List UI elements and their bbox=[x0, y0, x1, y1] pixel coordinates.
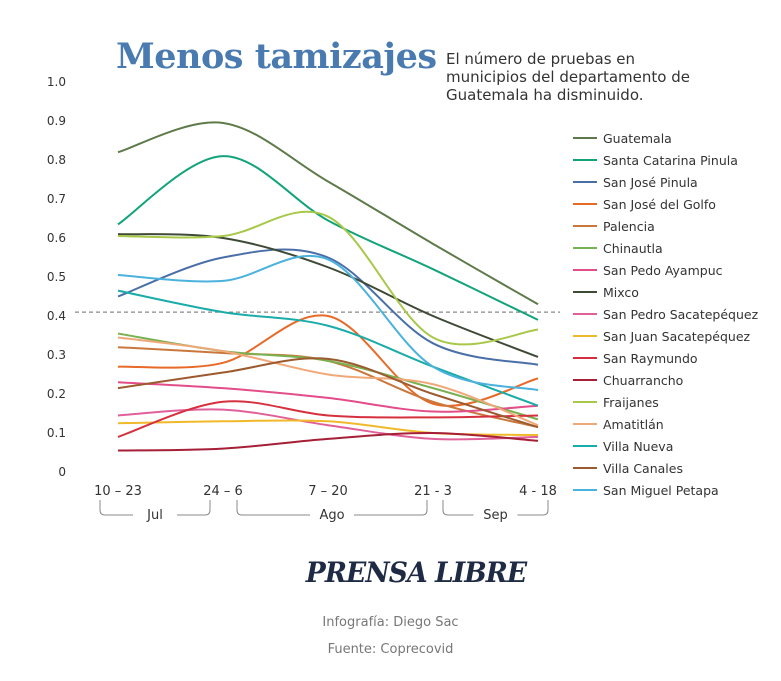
month-label: Ago bbox=[319, 508, 344, 523]
legend-swatch bbox=[573, 423, 597, 425]
legend-swatch bbox=[573, 467, 597, 469]
legend-swatch bbox=[573, 247, 597, 249]
month-label: Jul bbox=[146, 508, 163, 523]
series-line-mixco bbox=[117, 233, 539, 358]
legend-label: Palencia bbox=[603, 218, 655, 234]
legend-item: San José Pinula bbox=[573, 171, 758, 193]
legend-item: Chuarrancho bbox=[573, 369, 758, 391]
legend-label: San Pedro Sacatepéquez bbox=[603, 306, 759, 322]
legend-item: Fraijanes bbox=[573, 391, 758, 413]
x-tick-label: 21 - 3 bbox=[414, 484, 452, 499]
series-line-santa-catarina-pinula bbox=[117, 155, 539, 321]
series-line-san-jos-del-golfo bbox=[117, 314, 539, 407]
series-line-villa-canales bbox=[117, 357, 539, 429]
legend-item: Santa Catarina Pinula bbox=[573, 149, 758, 171]
x-tick-label: 10 – 23 bbox=[94, 484, 142, 499]
legend-label: Villa Canales bbox=[603, 460, 683, 476]
legend-swatch bbox=[573, 489, 597, 491]
month-label: Sep bbox=[483, 508, 508, 523]
legend-item: Villa Canales bbox=[573, 457, 758, 479]
series-line-villa-nueva bbox=[117, 289, 539, 407]
legend-swatch bbox=[573, 357, 597, 359]
y-tick-label: 0.7 bbox=[47, 192, 66, 206]
chart-subtitle: El número de pruebas en municipios del d… bbox=[446, 50, 690, 104]
legend-swatch bbox=[573, 181, 597, 183]
series-line-san-miguel-petapa bbox=[117, 254, 539, 392]
legend-label: Guatemala bbox=[603, 130, 672, 146]
legend-label: Santa Catarina Pinula bbox=[603, 152, 738, 168]
legend-item: Palencia bbox=[573, 215, 758, 237]
y-tick-label: 0.4 bbox=[47, 309, 66, 323]
legend-swatch bbox=[573, 225, 597, 227]
legend-swatch bbox=[573, 379, 597, 381]
legend-swatch bbox=[573, 401, 597, 403]
series-line-chuarrancho bbox=[117, 431, 539, 452]
x-tick-label: 4 - 18 bbox=[519, 484, 557, 499]
legend-item: Chinautla bbox=[573, 237, 758, 259]
legend-label: Chuarrancho bbox=[603, 372, 684, 388]
series-line-san-jos-pinula bbox=[117, 248, 539, 366]
legend-label: San Miguel Petapa bbox=[603, 482, 719, 498]
legend-item: Amatitlán bbox=[573, 413, 758, 435]
legend-item: Villa Nueva bbox=[573, 435, 758, 457]
credit-text: Infografía: Diego Sac bbox=[322, 615, 459, 630]
y-tick-label: 0 bbox=[58, 465, 66, 479]
legend-swatch bbox=[573, 269, 597, 271]
y-tick-label: 1.0 bbox=[47, 75, 66, 89]
legend-item: San José del Golfo bbox=[573, 193, 758, 215]
legend-label: Chinautla bbox=[603, 240, 663, 256]
series-line-amatitl-n bbox=[117, 336, 539, 427]
legend-swatch bbox=[573, 313, 597, 315]
y-tick-label: 0.6 bbox=[47, 231, 66, 245]
series-line-san-juan-sacatep-quez bbox=[117, 419, 539, 436]
prensa-libre-logo: PRENSA LIBRE bbox=[305, 556, 527, 589]
month-bracket bbox=[99, 500, 211, 516]
legend-swatch bbox=[573, 291, 597, 293]
legend-label: San José Pinula bbox=[603, 174, 698, 190]
legend-swatch bbox=[573, 335, 597, 337]
legend-label: Villa Nueva bbox=[603, 438, 674, 454]
legend-item: San Juan Sacatepéquez bbox=[573, 325, 758, 347]
source-text: Fuente: Coprecovid bbox=[327, 642, 454, 657]
y-tick-label: 0.5 bbox=[47, 270, 66, 284]
legend-item: San Raymundo bbox=[573, 347, 758, 369]
legend-label: Fraijanes bbox=[603, 394, 659, 410]
legend-label: San Juan Sacatepéquez bbox=[603, 328, 751, 344]
legend-swatch bbox=[573, 203, 597, 205]
legend-label: Amatitlán bbox=[603, 416, 664, 432]
legend-swatch bbox=[573, 137, 597, 139]
series-line-guatemala bbox=[117, 121, 539, 306]
month-bracket bbox=[442, 500, 549, 516]
y-tick-label: 0.9 bbox=[47, 114, 66, 128]
legend-label: San José del Golfo bbox=[603, 196, 716, 212]
x-tick-label: 7 – 20 bbox=[308, 484, 348, 499]
series-line-san-pedo-ayampuc bbox=[117, 381, 539, 413]
chart-title: Menos tamizajes bbox=[116, 36, 437, 77]
legend-item: Guatemala bbox=[573, 127, 758, 149]
legend-item: San Pedro Sacatepéquez bbox=[573, 303, 758, 325]
y-tick-label: 0.3 bbox=[47, 348, 66, 362]
legend: Guatemala Santa Catarina Pinula San José P… bbox=[573, 127, 758, 501]
legend-swatch bbox=[573, 159, 597, 161]
x-tick-label: 24 – 6 bbox=[203, 484, 243, 499]
legend-label: San Pedo Ayampuc bbox=[603, 262, 723, 278]
legend-item: Mixco bbox=[573, 281, 758, 303]
y-tick-label: 0.8 bbox=[47, 153, 66, 167]
legend-label: Mixco bbox=[603, 284, 639, 300]
month-bracket bbox=[236, 500, 428, 516]
legend-item: San Miguel Petapa bbox=[573, 479, 758, 501]
legend-item: San Pedo Ayampuc bbox=[573, 259, 758, 281]
y-tick-label: 0.2 bbox=[47, 387, 66, 401]
legend-swatch bbox=[573, 445, 597, 447]
y-tick-label: 0.1 bbox=[47, 426, 66, 440]
series-line-san-raymundo bbox=[117, 400, 539, 438]
series-line-fraijanes bbox=[117, 210, 539, 346]
legend-label: San Raymundo bbox=[603, 350, 698, 366]
